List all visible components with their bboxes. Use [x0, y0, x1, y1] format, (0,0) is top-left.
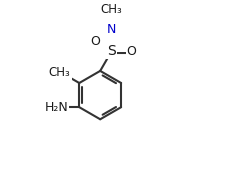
- Text: CH₃: CH₃: [100, 3, 122, 16]
- Text: S: S: [107, 44, 115, 58]
- Text: O: O: [126, 45, 136, 58]
- Text: H₂N: H₂N: [44, 101, 68, 114]
- Text: N: N: [106, 23, 116, 36]
- Text: CH₃: CH₃: [49, 66, 70, 79]
- Text: O: O: [90, 35, 100, 49]
